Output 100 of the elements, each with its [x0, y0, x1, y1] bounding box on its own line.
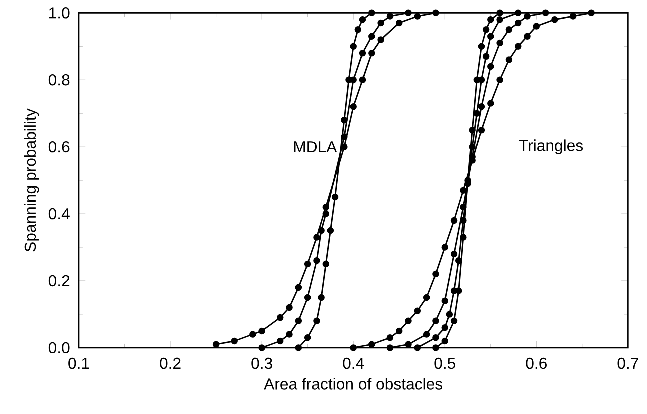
point — [359, 76, 366, 84]
point — [405, 341, 412, 348]
point — [442, 244, 448, 251]
x-tick-label: 0.6 — [526, 358, 547, 370]
point — [496, 40, 504, 47]
point — [478, 104, 486, 110]
point — [460, 234, 467, 241]
point — [478, 127, 486, 134]
point — [514, 10, 522, 17]
point — [318, 228, 325, 234]
point — [378, 36, 384, 44]
point — [318, 294, 325, 302]
point — [442, 324, 448, 332]
point — [533, 23, 540, 30]
point — [396, 20, 403, 27]
point — [212, 341, 220, 348]
point — [506, 26, 513, 34]
point — [405, 318, 412, 325]
point — [524, 13, 531, 20]
point — [258, 344, 266, 352]
point — [450, 250, 458, 258]
point — [314, 234, 320, 241]
point — [542, 10, 550, 17]
point — [488, 16, 494, 24]
point — [346, 76, 352, 84]
point — [295, 318, 302, 325]
point — [524, 33, 531, 40]
point — [432, 10, 440, 17]
y-tick-label: 0.8 — [48, 74, 70, 86]
point — [350, 344, 357, 352]
point — [304, 260, 312, 268]
y-axis-title: Spanning probability — [24, 108, 40, 252]
point — [460, 187, 467, 194]
point — [286, 304, 293, 312]
point — [432, 271, 440, 278]
point — [258, 328, 266, 335]
point — [570, 13, 577, 20]
point — [304, 294, 312, 302]
point — [396, 328, 403, 335]
x-tick-label: 0.4 — [343, 358, 364, 370]
point — [327, 228, 334, 234]
point — [405, 10, 412, 17]
point — [552, 16, 558, 24]
point — [469, 127, 476, 134]
point — [506, 56, 513, 64]
point — [460, 217, 467, 224]
point — [450, 217, 458, 224]
point — [368, 50, 376, 57]
point — [450, 318, 458, 325]
point — [350, 104, 357, 110]
point — [514, 43, 522, 50]
point — [368, 33, 376, 40]
point — [386, 13, 394, 20]
annotation: Triangles — [519, 140, 584, 155]
point — [386, 334, 394, 342]
point — [496, 76, 504, 84]
point — [423, 331, 430, 338]
point — [314, 258, 320, 264]
x-tick-label: 0.1 — [68, 358, 90, 370]
x-tick-label: 0.2 — [160, 358, 181, 370]
point — [432, 318, 440, 325]
point — [488, 33, 494, 40]
point — [378, 20, 384, 27]
point — [286, 331, 293, 338]
point — [469, 144, 476, 151]
point — [359, 16, 366, 24]
point — [455, 258, 462, 264]
point — [341, 144, 348, 151]
y-tick-label: 0.6 — [48, 142, 70, 153]
point — [478, 43, 486, 50]
y-tick-label: 0.4 — [48, 208, 70, 220]
point — [359, 50, 366, 57]
point — [368, 341, 376, 348]
point — [482, 53, 490, 60]
point — [341, 134, 348, 141]
point — [276, 314, 284, 322]
point — [446, 311, 454, 318]
y-tick-label: 1.0 — [50, 8, 70, 19]
point — [314, 318, 320, 325]
point — [332, 194, 339, 201]
point — [414, 13, 422, 20]
point — [474, 110, 481, 118]
point — [250, 331, 256, 338]
point — [588, 10, 595, 17]
point — [322, 210, 330, 218]
point — [496, 10, 504, 17]
point — [432, 344, 440, 352]
point — [322, 204, 330, 211]
y-tick-label: 0.0 — [48, 342, 70, 354]
point — [368, 10, 376, 17]
point — [488, 63, 494, 70]
point — [482, 26, 490, 34]
point — [423, 294, 430, 302]
point — [432, 334, 440, 342]
x-axis-title: Area fraction of obstacles — [264, 378, 442, 390]
point — [295, 344, 302, 352]
point — [496, 16, 504, 24]
point — [488, 100, 494, 108]
point — [322, 260, 330, 268]
point — [276, 338, 284, 345]
